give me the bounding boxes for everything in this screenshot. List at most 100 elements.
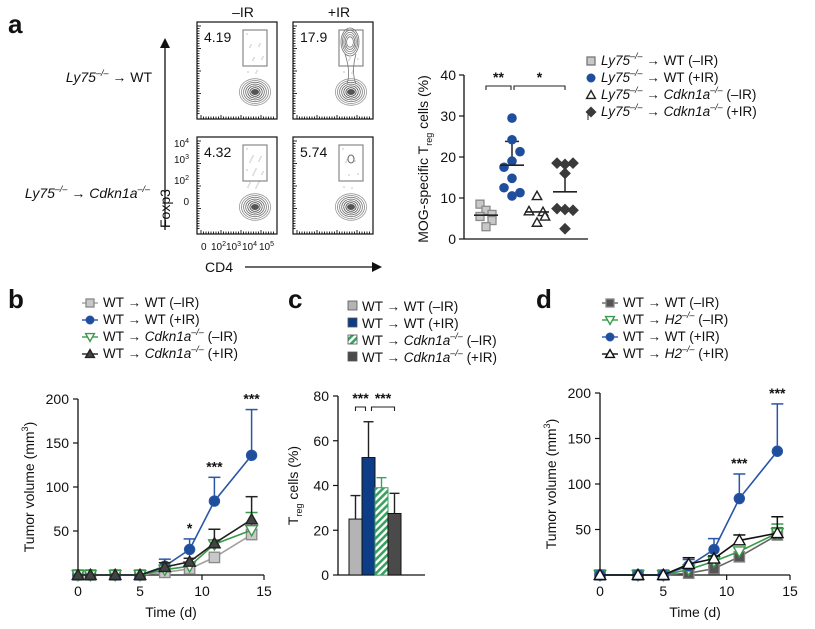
data-point	[515, 146, 525, 157]
legend-post: Cdkn1a	[664, 87, 711, 102]
legend-sup: –/–	[629, 102, 644, 112]
x-tick-label: 15	[782, 583, 798, 599]
data-point	[559, 167, 571, 180]
flow-contour	[241, 80, 269, 104]
x-axis-label: Time (d)	[669, 604, 721, 620]
legend-c-item-2: WT → Cdkn1a–/– (–IR)	[362, 331, 497, 348]
series-3	[71, 495, 259, 581]
x-tick-label: 0	[74, 583, 82, 599]
significance-stars: ***	[731, 455, 748, 471]
significance-stars: ***	[206, 458, 223, 474]
flow-event-dot	[343, 186, 345, 188]
row-label-pre: Ly75	[66, 69, 96, 85]
legend-suffix: (–IR)	[723, 87, 757, 102]
legend-item-3: WT → H2–/– (+IR)	[623, 344, 729, 361]
flow-contour	[341, 198, 361, 216]
ylabel-sub: reg	[424, 133, 434, 146]
legend-swatch	[347, 334, 358, 345]
legend-italic: Cdkn1a	[404, 333, 451, 348]
y-tick-label: 200	[46, 391, 70, 407]
flow-event-dot	[247, 71, 249, 73]
legend-mid: →	[643, 53, 664, 68]
legend-a-item-2: Ly75–/– → Cdkn1a–/– (–IR)	[601, 85, 756, 102]
flow-contour	[249, 87, 261, 97]
ylabel-sup: 3	[542, 423, 552, 428]
legend-post: WT	[664, 70, 685, 85]
tick-base: 10	[211, 242, 223, 253]
y-tick-label: 200	[568, 385, 592, 401]
flow-contour	[241, 195, 269, 219]
legend-marker	[585, 106, 597, 118]
legend-suffix: (+IR)	[723, 104, 757, 119]
legend-suffix: (+IR)	[695, 346, 729, 361]
legend-sup: –/–	[449, 348, 464, 358]
legend-pre: WT → WT	[623, 295, 686, 310]
legend-suffix: (–IR)	[695, 312, 729, 327]
flow-event-dot	[259, 43, 261, 45]
data-point	[182, 554, 197, 567]
data-point	[733, 492, 746, 505]
flow-event-dot	[247, 186, 249, 188]
flow-treg-contour	[344, 34, 356, 50]
flow-contour	[243, 81, 267, 103]
legend-pre: WT → WT	[362, 316, 425, 331]
data-point	[551, 202, 563, 215]
legend-italic: Cdkn1a	[145, 346, 192, 361]
legend-post: WT	[664, 53, 685, 68]
flow-event-dot	[258, 181, 260, 183]
legend-marker	[586, 73, 596, 83]
flow-contour	[337, 195, 365, 219]
data-point	[523, 204, 535, 216]
bar-2	[374, 487, 389, 576]
legend-sup: –/–	[449, 331, 464, 341]
legend-a-item-0: Ly75–/– → WT (–IR)	[601, 51, 718, 68]
y-tick-label: 30	[440, 108, 456, 124]
y-axis-label: Tumor volume (mm3)	[20, 422, 37, 553]
tick-exp: 4	[253, 241, 257, 248]
flow-gate-percentage: 5.74	[300, 144, 327, 160]
y-tick-label: 20	[313, 522, 329, 538]
row-label-pre: Ly75	[25, 185, 55, 201]
flow-contour	[243, 196, 267, 218]
flow-col-label-plus-ir: +IR	[328, 4, 350, 20]
legend-post-sup: –/–	[709, 102, 724, 112]
flow-plot-frame	[196, 136, 278, 235]
flow-contour-core	[251, 89, 259, 95]
data-point	[507, 113, 517, 123]
foxp3-axis-arrowhead	[160, 38, 170, 48]
data-point	[475, 199, 485, 209]
legend-d: WT → WT (–IR)WT → H2–/– (–IR)WT → WT (+I…	[602, 295, 729, 361]
legend-pre: WT →	[103, 329, 145, 344]
flow-event-dot	[342, 148, 344, 150]
legend-italic: Cdkn1a	[404, 350, 451, 365]
legend-suffix: (–IR)	[686, 295, 720, 310]
flow-event-dot	[255, 168, 257, 170]
tick-base: 10	[174, 139, 186, 150]
legend-suffix: (+IR)	[463, 350, 497, 365]
row-label-sup: –/–	[95, 68, 110, 78]
flow-event-dot	[348, 174, 350, 176]
legend-a: Ly75–/– → WT (–IR) Ly75 –/– → WT (+IR) Ly75…	[585, 51, 757, 119]
legend-item-1: WT → H2–/– (–IR)	[623, 310, 728, 327]
legend-italic: H2	[665, 312, 683, 327]
flow-plot-wt-plus-ir: 17.9	[292, 21, 374, 120]
data-point	[559, 203, 571, 216]
flow-contour	[245, 83, 265, 101]
data-point	[499, 162, 509, 173]
legend-sup: –/–	[190, 327, 205, 337]
data-point	[208, 551, 221, 564]
y-tick-label: 50	[53, 523, 69, 539]
y-tick-label: 100	[568, 476, 592, 492]
ylabel-tail: )	[21, 422, 37, 427]
flow-contour	[238, 193, 271, 221]
legend-mid: →	[643, 70, 664, 85]
legend-mid: →	[643, 87, 664, 102]
data-point	[507, 134, 517, 145]
flow-event-dot	[346, 159, 348, 161]
legend-sup: –/–	[681, 310, 696, 320]
data-point	[83, 567, 98, 581]
legend-pre: Ly75	[601, 70, 631, 85]
x-tick-label: 15	[256, 583, 272, 599]
flow-event-dot	[246, 33, 248, 35]
flow-contour	[345, 87, 357, 97]
